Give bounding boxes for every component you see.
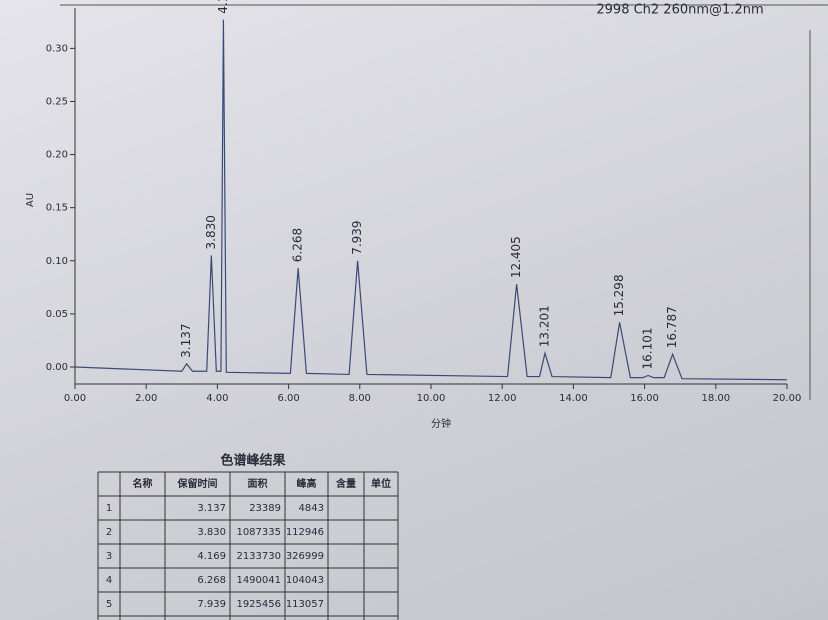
table-cell: 3.137 xyxy=(197,503,226,514)
peak-label: 4.169 xyxy=(216,0,230,14)
x-tick-label: 4.00 xyxy=(206,393,228,404)
x-tick-label: 6.00 xyxy=(277,393,299,404)
table-cell: 4.169 xyxy=(197,551,226,562)
y-tick-label: 0.00 xyxy=(46,362,68,373)
peak-label: 13.201 xyxy=(537,305,551,347)
table-title: 色谱峰结果 xyxy=(220,453,285,469)
x-tick-label: 16.00 xyxy=(630,393,659,404)
table-cell: 104043 xyxy=(286,575,324,586)
table-cell: 326999 xyxy=(286,551,324,562)
y-tick-label: 0.30 xyxy=(46,43,68,54)
x-tick-label: 10.00 xyxy=(417,393,446,404)
peak-label: 3.137 xyxy=(179,323,193,357)
table-cell: 1 xyxy=(106,503,112,514)
x-tick-label: 14.00 xyxy=(559,393,588,404)
table-cell: 1087335 xyxy=(236,527,281,538)
table-header: 面积 xyxy=(248,477,268,490)
table-header: 名称 xyxy=(133,477,153,490)
x-axis-label: 分钟 xyxy=(431,417,451,430)
table-cell: 4 xyxy=(106,575,112,586)
chart-title: 2998 Ch2 260nm@1.2nm xyxy=(596,3,763,18)
y-tick-label: 0.10 xyxy=(46,256,68,267)
peak-label: 16.787 xyxy=(665,306,679,348)
table-cell: 3.830 xyxy=(197,527,226,538)
chromatogram-line xyxy=(74,19,788,381)
peak-label: 7.939 xyxy=(350,220,364,254)
table-cell: 1925456 xyxy=(236,599,281,610)
y-tick-label: 0.25 xyxy=(46,96,68,107)
y-tick-label: 0.15 xyxy=(46,203,68,214)
x-tick-label: 20.00 xyxy=(773,393,802,404)
table-cell: 1490041 xyxy=(236,575,281,586)
table-cell: 3 xyxy=(106,551,112,562)
peak-label: 3.830 xyxy=(204,215,218,249)
peak-label: 12.405 xyxy=(509,236,523,278)
table-cell: 7.939 xyxy=(197,599,226,610)
x-tick-label: 8.00 xyxy=(349,393,371,404)
y-axis-label: AU xyxy=(25,193,36,207)
y-tick-label: 0.05 xyxy=(46,309,68,320)
table-cell: 4843 xyxy=(299,503,324,514)
table-cell: 2 xyxy=(106,527,112,538)
peak-label: 16.101 xyxy=(641,328,655,370)
y-tick-label: 0.20 xyxy=(46,150,68,161)
table-cell: 113057 xyxy=(286,599,324,610)
x-tick-label: 2.00 xyxy=(135,393,157,404)
x-tick-label: 18.00 xyxy=(701,393,730,404)
peak-label: 6.268 xyxy=(291,228,305,262)
table-cell: 112946 xyxy=(286,527,324,538)
x-tick-label: 12.00 xyxy=(488,393,517,404)
table-cell: 5 xyxy=(106,599,112,610)
table-cell: 23389 xyxy=(249,503,281,514)
table-header: 单位 xyxy=(371,477,391,490)
table-header: 峰高 xyxy=(297,477,317,490)
table-cell: 2133730 xyxy=(236,551,281,562)
table-header: 含量 xyxy=(336,477,356,490)
peak-label: 15.298 xyxy=(612,274,626,316)
table-cell: 6.268 xyxy=(197,575,226,586)
x-tick-label: 0.00 xyxy=(64,393,86,404)
table-header: 保留时间 xyxy=(177,477,218,490)
